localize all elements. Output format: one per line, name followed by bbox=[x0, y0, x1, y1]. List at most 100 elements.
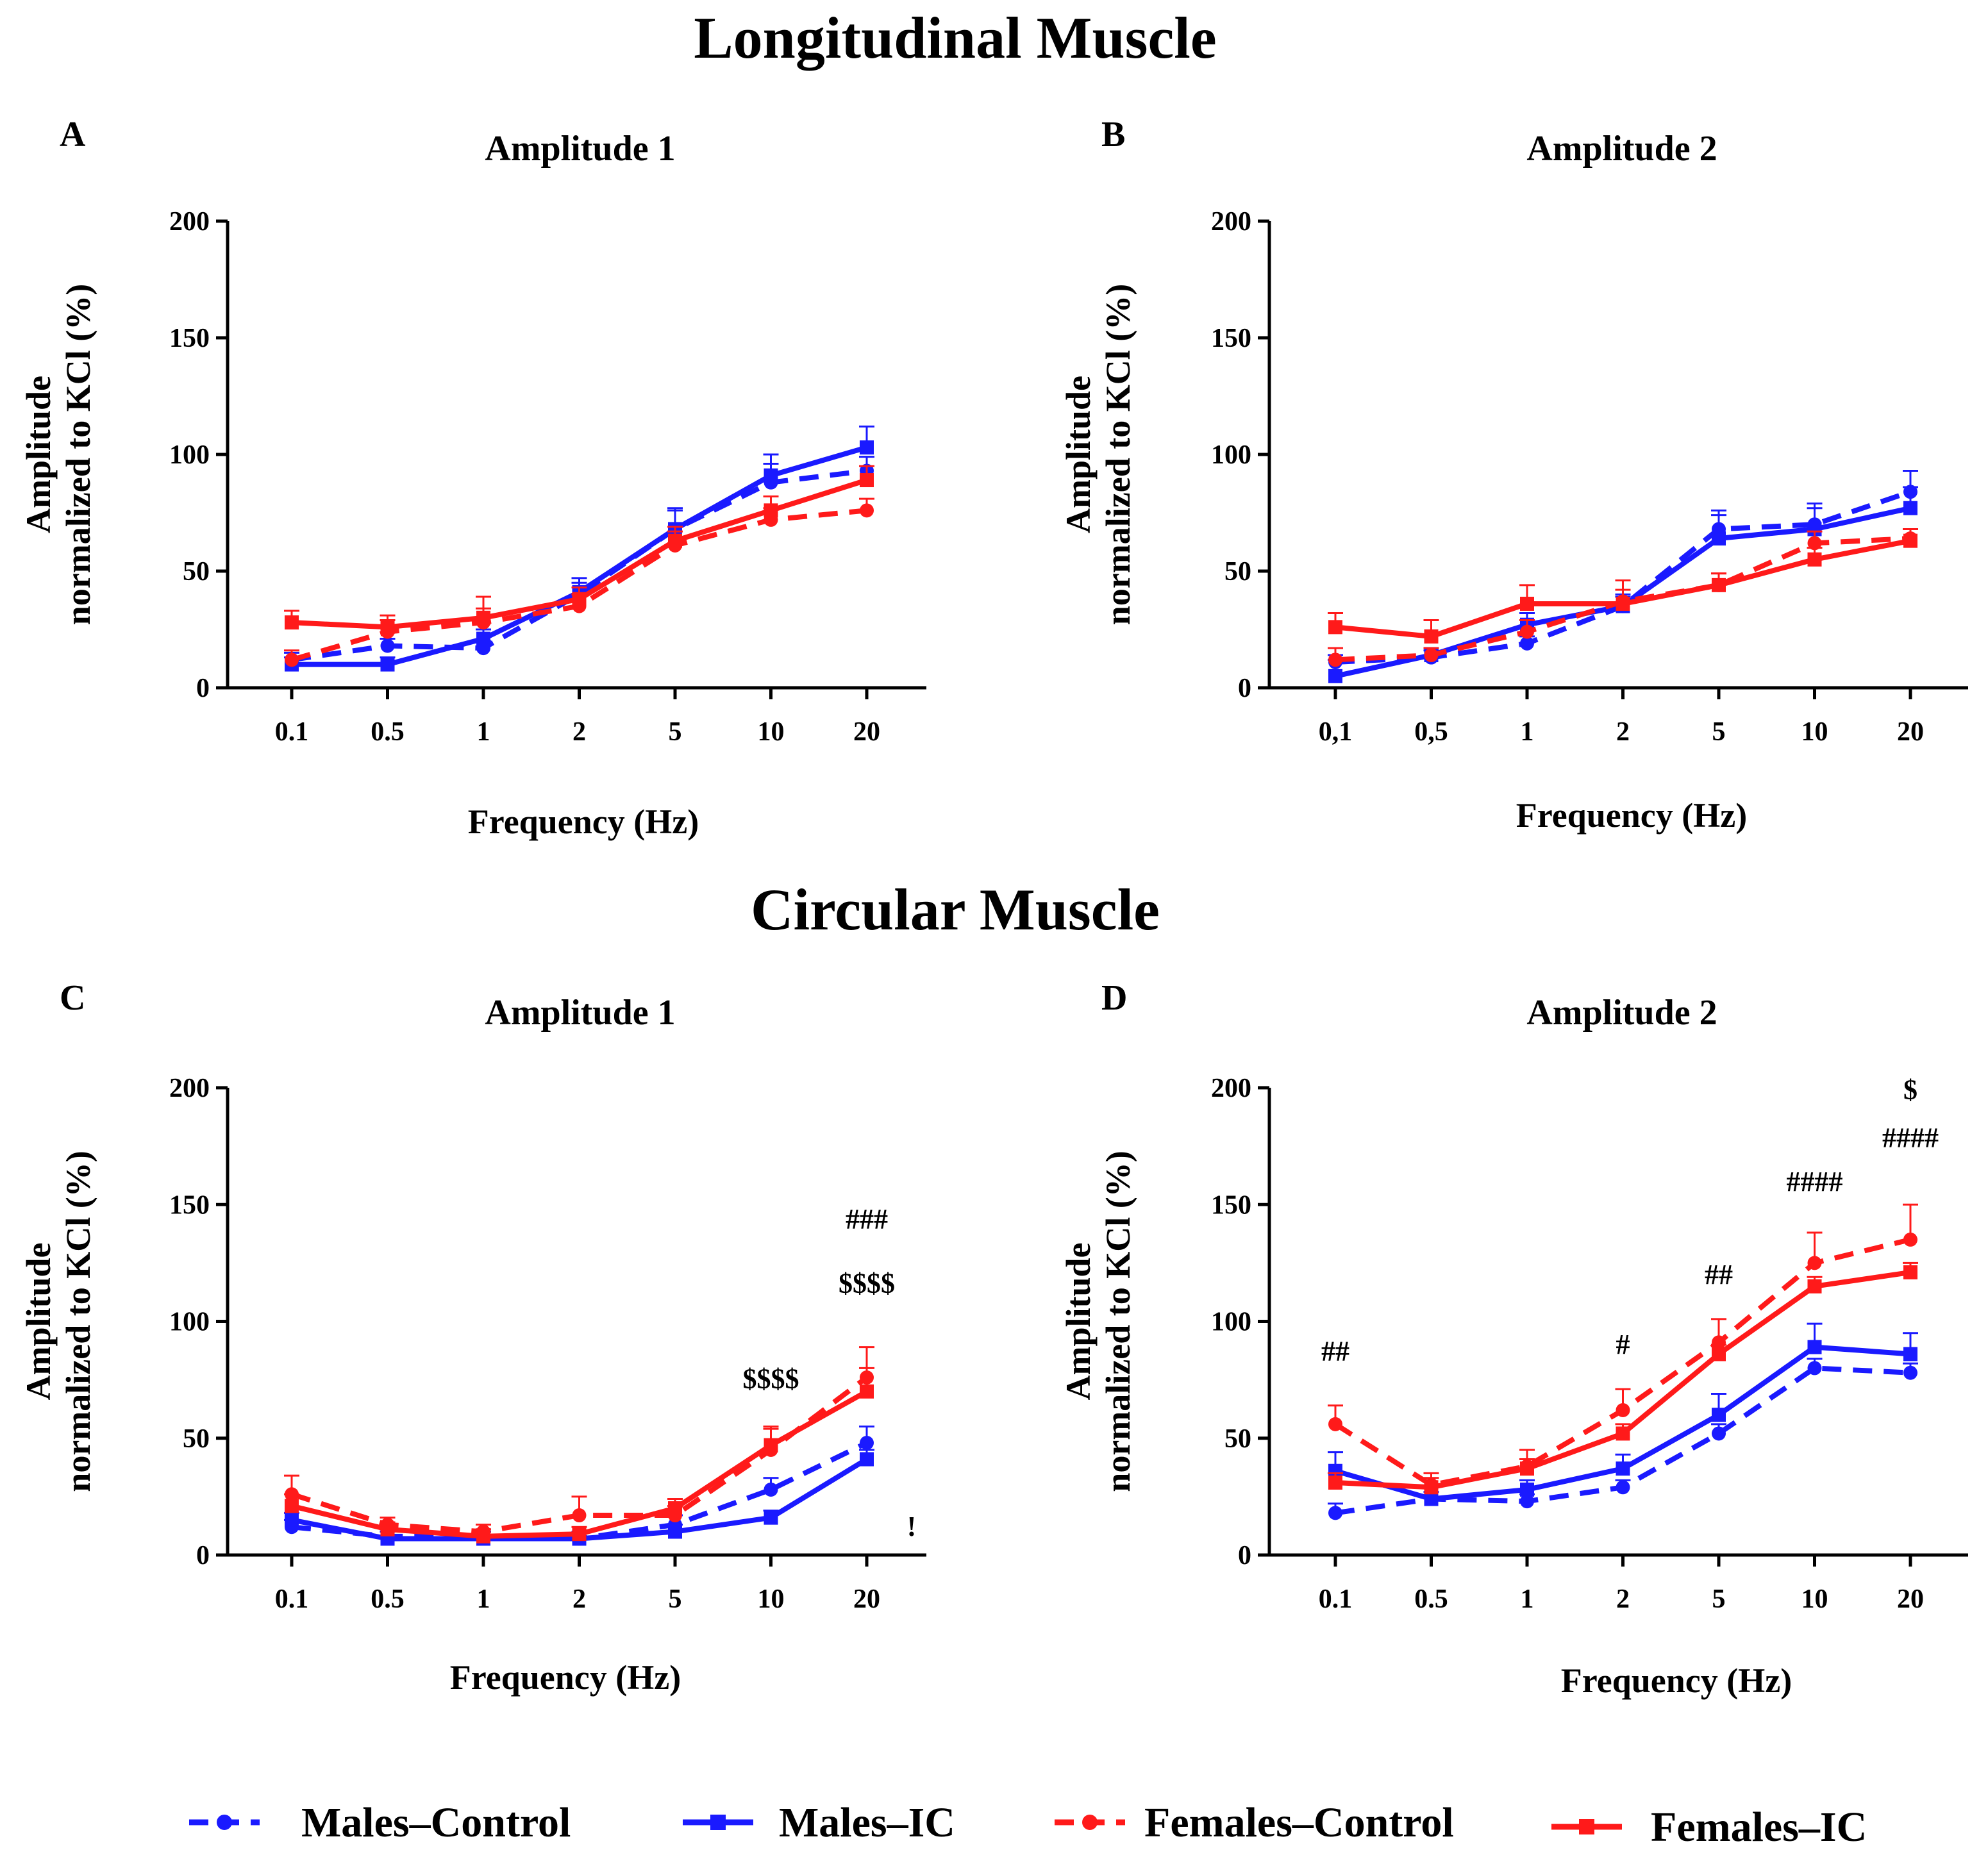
x-axis-label: Frequency (Hz) bbox=[1516, 796, 1747, 835]
legend-label: Males–Control bbox=[301, 1799, 571, 1846]
data-point bbox=[1807, 1340, 1822, 1354]
y-tick-label: 100 bbox=[169, 440, 210, 470]
x-tick-label: 2 bbox=[572, 717, 586, 747]
data-point bbox=[380, 638, 395, 653]
data-point bbox=[764, 1510, 778, 1525]
data-point bbox=[476, 610, 490, 625]
panel-c: C Amplitude 1 0 50 100 150 200 0.1 0.5 1 2 5 10 20 Fre… bbox=[19, 978, 926, 1697]
legend-label: Females–IC bbox=[1651, 1804, 1867, 1851]
x-tick-label: 10 bbox=[758, 1585, 785, 1614]
x-tick-label: 5 bbox=[1712, 717, 1726, 747]
legend-label: Females–Control bbox=[1144, 1799, 1454, 1846]
x-tick-label: 2 bbox=[1616, 717, 1630, 747]
data-point bbox=[1712, 531, 1726, 546]
data-point bbox=[1616, 1403, 1630, 1418]
x-tick-label: 5 bbox=[669, 1585, 682, 1614]
y-tick-label: 0 bbox=[1238, 1541, 1251, 1570]
x-tick-label: 10 bbox=[758, 717, 785, 747]
legend-marker bbox=[1082, 1815, 1098, 1830]
x-tick-label: 10 bbox=[1801, 1585, 1828, 1614]
x-tick-label: 10 bbox=[1801, 717, 1828, 747]
x-tick-label: 0.1 bbox=[275, 1585, 309, 1614]
series-males-control bbox=[284, 456, 874, 667]
data-point bbox=[1903, 1365, 1917, 1380]
data-point bbox=[1328, 1417, 1342, 1431]
data-point bbox=[1903, 533, 1917, 548]
data-point bbox=[285, 1499, 299, 1513]
y-tick-label: 200 bbox=[1211, 1074, 1251, 1103]
data-point bbox=[860, 473, 874, 488]
y-tick-label: 50 bbox=[1224, 1424, 1251, 1454]
data-point bbox=[1328, 653, 1342, 667]
data-point bbox=[1807, 1361, 1822, 1376]
panel-a: A Amplitude 1 0 50 100 150 200 0.1 0.5 1 2 5 10 20 Fre… bbox=[19, 115, 926, 841]
panel-title: Amplitude 2 bbox=[1526, 993, 1717, 1033]
data-point bbox=[764, 1482, 778, 1497]
data-point bbox=[1712, 578, 1726, 592]
y-tick-label: 200 bbox=[169, 1074, 210, 1103]
data-point bbox=[285, 615, 299, 630]
significance-annotation: ! bbox=[907, 1511, 917, 1542]
data-point bbox=[1903, 1265, 1917, 1279]
data-point bbox=[1903, 1347, 1917, 1361]
data-point bbox=[764, 1438, 778, 1452]
significance-annotation: ### bbox=[846, 1204, 888, 1235]
data-point bbox=[1520, 624, 1534, 639]
y-tick-label: 0 bbox=[196, 1541, 210, 1570]
data-point bbox=[668, 533, 682, 548]
significance-annotation: ## bbox=[1321, 1336, 1349, 1367]
legend-marker bbox=[710, 1815, 726, 1830]
data-point bbox=[860, 1436, 874, 1451]
data-point bbox=[1520, 1461, 1534, 1476]
legend-item-males-control: Males–Control bbox=[189, 1799, 571, 1846]
x-tick-label: 2 bbox=[1616, 1585, 1630, 1614]
data-point bbox=[1424, 629, 1439, 644]
data-point bbox=[1520, 1482, 1534, 1497]
panel-letter: C bbox=[60, 978, 85, 1018]
data-point bbox=[1328, 1476, 1342, 1490]
x-tick-label: 0.5 bbox=[371, 1585, 405, 1614]
series-males-ic bbox=[284, 425, 874, 672]
data-point bbox=[1616, 596, 1630, 611]
y-tick-label: 150 bbox=[169, 324, 210, 353]
panel-d: D Amplitude 2 0 50 100 150 200 0.1 0.5 1 2 5 10 20 Fre… bbox=[1059, 978, 1968, 1700]
x-tick-label: 0.5 bbox=[371, 717, 405, 747]
data-point bbox=[1520, 1494, 1534, 1509]
data-point bbox=[1807, 522, 1822, 537]
data-point bbox=[572, 592, 587, 606]
y-tick-label: 200 bbox=[169, 207, 210, 237]
data-point bbox=[1712, 1347, 1726, 1361]
panel-letter: A bbox=[60, 115, 86, 154]
panel-letter: B bbox=[1101, 115, 1125, 154]
series-females-ic bbox=[1328, 528, 1918, 644]
x-tick-label: 20 bbox=[853, 1585, 880, 1614]
y-tick-label: 150 bbox=[1211, 324, 1251, 353]
data-point bbox=[764, 503, 778, 518]
y-axis-label-line1: Amplitude bbox=[1059, 1242, 1098, 1400]
x-axis-label: Frequency (Hz) bbox=[468, 803, 699, 841]
x-tick-label: 1 bbox=[1521, 717, 1534, 747]
y-tick-label: 0 bbox=[1238, 674, 1251, 703]
data-point bbox=[860, 1384, 874, 1399]
data-point bbox=[860, 440, 874, 455]
legend-label: Males–IC bbox=[779, 1799, 955, 1846]
x-axis-label: Frequency (Hz) bbox=[1561, 1661, 1792, 1700]
series-females-ic bbox=[1328, 1261, 1918, 1495]
series-line bbox=[291, 468, 867, 663]
x-tick-label: 1 bbox=[1521, 1585, 1534, 1614]
y-tick-label: 50 bbox=[183, 557, 210, 586]
data-point bbox=[668, 1501, 682, 1516]
y-axis-label-line1: Amplitude bbox=[19, 1242, 58, 1400]
data-point bbox=[1807, 536, 1822, 551]
data-point bbox=[668, 1524, 682, 1539]
data-point bbox=[1328, 1463, 1342, 1478]
data-point bbox=[1424, 1492, 1439, 1506]
x-axis-label: Frequency (Hz) bbox=[450, 1658, 681, 1697]
series-females-ic bbox=[284, 465, 874, 635]
y-tick-label: 0 bbox=[196, 674, 210, 703]
data-point bbox=[860, 1452, 874, 1467]
data-point bbox=[1903, 1232, 1917, 1247]
y-axis-label-line1: Amplitude bbox=[19, 376, 58, 533]
